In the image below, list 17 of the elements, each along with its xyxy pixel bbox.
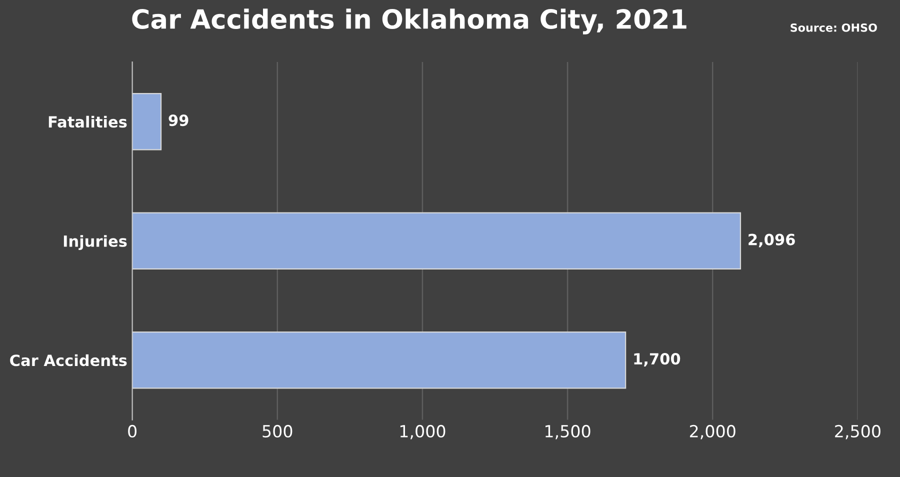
data-label: 1,700 [634,353,680,367]
x-tick-label: 2,500 [835,424,880,440]
x-tick-label: 0 [128,424,136,438]
bar [132,332,626,389]
x-tick-label: 2,000 [690,424,736,440]
y-tick-label: Fatalities [48,116,127,128]
bar [132,93,162,150]
x-tick-label: 1,000 [400,424,446,440]
data-label: 99 [168,114,188,126]
source-note: Source: OHSO [790,23,877,32]
x-tick-label: 500 [262,424,292,438]
bar [132,212,742,270]
data-label: 2,096 [748,234,795,248]
y-tick-label: Injuries [64,235,127,250]
y-tick-label: Car Accidents [10,354,127,366]
chart-title: Car Accidents in Oklahoma City, 2021 [132,8,686,34]
x-tick-label: 1,500 [546,424,590,440]
